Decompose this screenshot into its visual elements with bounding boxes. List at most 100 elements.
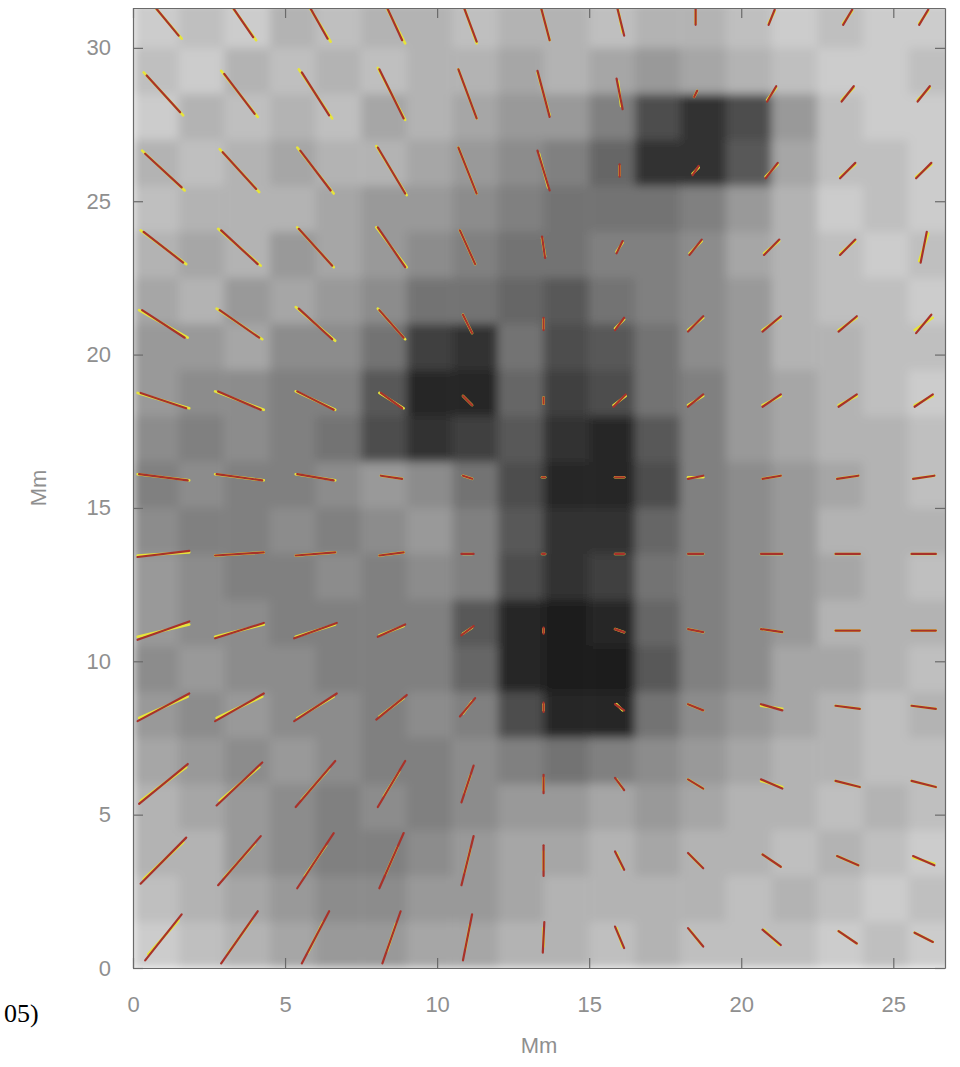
vector (463, 476, 472, 479)
image-cell (498, 784, 544, 831)
vector (379, 69, 403, 118)
image-cell (544, 784, 590, 831)
vector (378, 8, 405, 43)
vector (458, 148, 476, 194)
image-cell (680, 232, 726, 279)
image-cell (589, 508, 635, 555)
tick-mark (741, 958, 742, 968)
image-cell (726, 876, 772, 923)
vector (688, 704, 703, 710)
vector (688, 779, 703, 788)
image-cell (452, 370, 498, 417)
image-cell (179, 186, 225, 233)
image-cell (270, 876, 316, 923)
image-cell (680, 8, 726, 48)
image-cell (635, 370, 681, 417)
image-cell (179, 94, 225, 141)
vector (378, 227, 405, 267)
image-cell (361, 784, 407, 831)
image-cell (772, 186, 818, 233)
tick-label: 25 (87, 189, 111, 214)
tick-mark (935, 661, 945, 662)
image-cell (498, 186, 544, 233)
image-cell (133, 646, 179, 693)
vector (376, 146, 406, 195)
y-axis: 051015202530 (87, 9, 143, 981)
vector (615, 476, 624, 478)
image-cell (179, 232, 225, 279)
image-cell (635, 692, 681, 739)
vector (615, 8, 624, 36)
image-cell (772, 8, 818, 48)
tick (935, 355, 945, 356)
vector (763, 855, 781, 867)
image-cell (498, 646, 544, 693)
image-cell (315, 830, 361, 877)
image-cell (909, 278, 945, 325)
image-cell (817, 554, 863, 601)
vector (144, 232, 184, 263)
image-cell (589, 646, 635, 693)
image-cell (909, 646, 945, 693)
image-cell (452, 600, 498, 647)
image-cell (224, 462, 270, 509)
image-cell (772, 646, 818, 693)
vector (381, 8, 402, 40)
image-cell (863, 738, 909, 785)
image-cell (909, 830, 945, 877)
image-cell (270, 186, 316, 233)
image-cell (909, 8, 945, 48)
image-cell (635, 140, 681, 187)
image-cell (407, 600, 453, 647)
image-cell (817, 830, 863, 877)
image-cell (133, 416, 179, 463)
vector (919, 10, 928, 25)
vector (913, 856, 934, 865)
image-cell (270, 48, 316, 95)
image-cell (361, 416, 407, 463)
image-cell (863, 922, 909, 968)
vector (142, 310, 185, 338)
image-cell (407, 94, 453, 141)
vector (767, 86, 776, 101)
image-cell (635, 324, 681, 371)
image-cell (452, 830, 498, 877)
image-cell (133, 508, 179, 555)
image-cell (909, 692, 945, 739)
image-cell (635, 554, 681, 601)
image-cell (452, 324, 498, 371)
vector (294, 693, 337, 721)
vector (614, 394, 626, 406)
image-cell (315, 186, 361, 233)
image-cell (635, 508, 681, 555)
vector (148, 8, 178, 36)
image-cell (772, 416, 818, 463)
image-cell (909, 554, 945, 601)
image-cell (270, 554, 316, 601)
vector (378, 148, 405, 194)
vector (542, 703, 544, 712)
vector (542, 775, 544, 793)
vector (378, 309, 405, 340)
x-axis: 0510152025 (127, 958, 945, 1017)
image-cell (909, 922, 945, 968)
vector (839, 316, 857, 331)
vector (138, 693, 190, 721)
tick: 5 (99, 802, 143, 827)
vector (215, 552, 264, 555)
tick-label: 10 (425, 992, 449, 1017)
image-cell (179, 324, 225, 371)
image-cell (589, 600, 635, 647)
image-cell (224, 416, 270, 463)
tick-mark (437, 8, 438, 18)
image-cell (270, 324, 316, 371)
annotation: 05) (4, 999, 39, 1028)
image-cell (544, 8, 590, 48)
tick-label: 20 (87, 342, 111, 367)
image-cell (863, 416, 909, 463)
image-cell (635, 922, 681, 968)
image-cell (726, 278, 772, 325)
tick-label: 10 (87, 649, 111, 674)
image-cell (498, 370, 544, 417)
vector (381, 393, 402, 408)
